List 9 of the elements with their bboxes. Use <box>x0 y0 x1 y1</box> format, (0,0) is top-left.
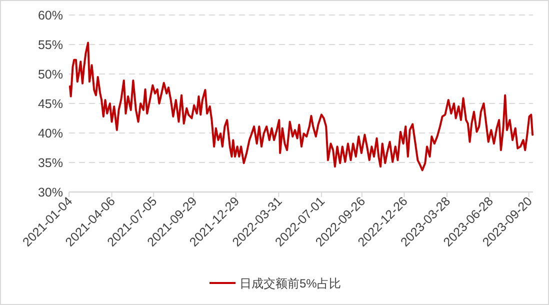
y-tick-label: 55% <box>38 38 63 52</box>
legend-label: 日成交额前5%占比 <box>240 276 341 290</box>
y-tick-label: 45% <box>38 97 63 111</box>
y-tick-label: 40% <box>38 126 63 140</box>
y-tick-label: 60% <box>38 8 63 22</box>
y-tick-label: 30% <box>38 186 63 200</box>
y-tick-label: 50% <box>38 68 63 82</box>
y-tick-label: 35% <box>38 156 63 170</box>
legend: 日成交额前5%占比 <box>210 276 341 290</box>
